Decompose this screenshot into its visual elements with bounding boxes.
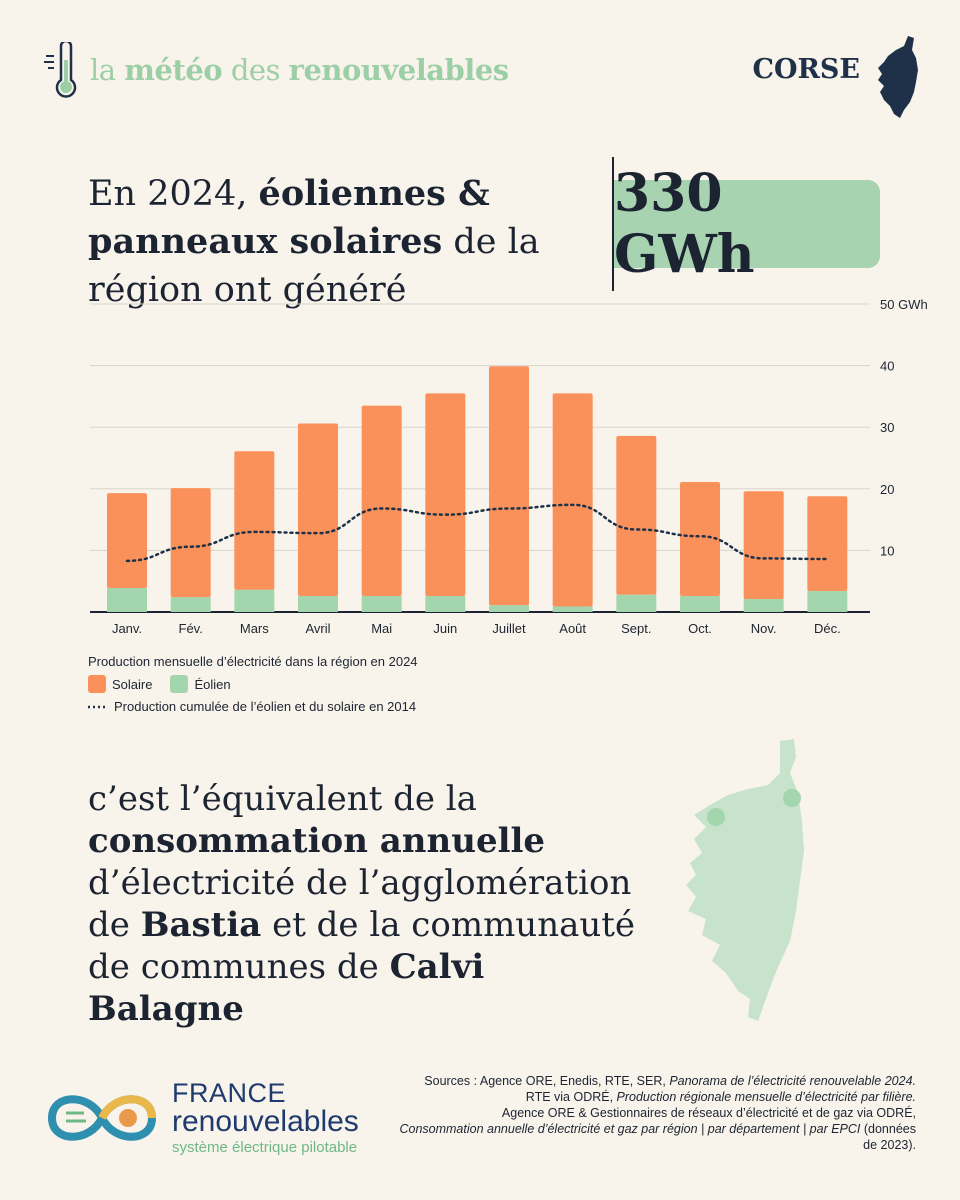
infinity-logo-icon bbox=[47, 1094, 157, 1141]
x-tick-label: Fév. bbox=[179, 621, 203, 636]
y-tick-label: 50 GWh bbox=[880, 297, 928, 312]
bar-wind bbox=[616, 594, 657, 612]
bar-solar bbox=[361, 405, 402, 596]
source-4-title: Consommation annuelle d’électricité et g… bbox=[399, 1122, 861, 1136]
source-2-title: Production régionale mensuelle d’électri… bbox=[616, 1090, 916, 1104]
bar-wind bbox=[107, 587, 147, 612]
kpi-box: 330 GWh bbox=[614, 163, 880, 285]
bar-wind bbox=[807, 591, 848, 612]
bar-wind bbox=[361, 595, 402, 612]
chart-legend: Production mensuelle d’électricité dans … bbox=[88, 654, 418, 720]
production-chart: 10 20 30 40 50 GWh Janv. Fév. Mars Avril Mai Juin J… bbox=[90, 297, 928, 636]
x-tick-label: Nov. bbox=[751, 621, 777, 636]
brand-pre: la bbox=[90, 53, 125, 87]
x-tick-label: Sept. bbox=[621, 621, 651, 636]
y-tick-label: 10 bbox=[880, 543, 894, 558]
headline-bold: éoliennes & panneaux solaires bbox=[88, 173, 490, 262]
legend-wind-label: Éolien bbox=[194, 676, 231, 692]
headline-part-2: de la région ont généré bbox=[88, 222, 540, 310]
france-renouvelables-logo: FRANCE renouvelables système électrique … bbox=[42, 1080, 359, 1155]
headline-part-1: En 2024, bbox=[88, 174, 259, 214]
series-line-2014 bbox=[125, 503, 829, 563]
bar-wind bbox=[234, 589, 275, 612]
x-tick-label: Mai bbox=[371, 621, 392, 636]
equiv-text-3: et de la communauté de communes de bbox=[88, 905, 636, 987]
bar-wind bbox=[489, 605, 529, 612]
bar-solar bbox=[298, 423, 338, 596]
x-tick-label: Oct. bbox=[688, 621, 712, 636]
bar-wind bbox=[743, 599, 784, 612]
bar-solar bbox=[616, 435, 657, 595]
corsica-map-icon bbox=[878, 36, 918, 118]
x-tick-label: Juillet bbox=[492, 621, 526, 636]
source-3: Agence ORE & Gestionnaires de réseaux d’… bbox=[501, 1106, 916, 1120]
equiv-bold-2: Bastia bbox=[140, 905, 262, 945]
legend-wind-swatch bbox=[170, 675, 189, 693]
thermometer-icon bbox=[44, 42, 77, 98]
headline-divider bbox=[612, 157, 614, 291]
bar-wind bbox=[298, 595, 338, 612]
bar-solar bbox=[807, 496, 848, 592]
legend-solar-swatch bbox=[88, 675, 106, 693]
y-tick-label: 20 bbox=[880, 482, 894, 497]
x-tick-label: Déc. bbox=[814, 621, 841, 636]
source-4: (données de 2023). bbox=[860, 1122, 916, 1152]
logo-line-2: renouvelables bbox=[172, 1105, 359, 1138]
x-tick-label: Janv. bbox=[112, 621, 142, 636]
x-tick-label: Mars bbox=[240, 621, 269, 636]
brand-title: la météo des renouvelables bbox=[90, 53, 509, 87]
logo-line-3: système électrique pilotable bbox=[172, 1139, 358, 1156]
y-tick-label: 30 bbox=[880, 420, 894, 435]
logo-line-1: FRANCE bbox=[172, 1078, 287, 1108]
kpi-value: 330 GWh bbox=[614, 163, 755, 285]
equiv-bold-1: consommation annuelle bbox=[88, 821, 546, 861]
corsica-locator-map bbox=[686, 739, 804, 1021]
x-tick-label: Avril bbox=[305, 621, 330, 636]
bar-solar bbox=[743, 491, 784, 600]
region-name: CORSE bbox=[752, 54, 860, 85]
equivalence-text: c’est l’équivalent de la consommation an… bbox=[88, 778, 648, 1030]
y-tick-label: 40 bbox=[880, 359, 894, 374]
bar-solar bbox=[107, 493, 147, 588]
bar-solar bbox=[680, 482, 720, 596]
bar-wind bbox=[552, 606, 593, 612]
bar-solar bbox=[425, 393, 466, 596]
x-tick-label: Août bbox=[559, 621, 586, 636]
headline: En 2024, éoliennes & panneaux solaires d… bbox=[88, 170, 608, 314]
source-1: Sources : Agence ORE, Enedis, RTE, SER, bbox=[424, 1074, 670, 1088]
bastia-marker bbox=[783, 789, 801, 807]
legend-line-label: Production cumulée de l’éolien et du sol… bbox=[114, 699, 417, 714]
bar-wind bbox=[170, 597, 211, 612]
legend-solar-label: Solaire bbox=[112, 676, 153, 692]
brand-header: la météo des renouvelables bbox=[44, 42, 509, 98]
source-2: RTE via ODRÉ, bbox=[525, 1090, 617, 1104]
equiv-text-1: c’est l’équivalent de la bbox=[88, 779, 477, 819]
bar-solar bbox=[234, 451, 275, 590]
legend-line-swatch bbox=[88, 705, 108, 708]
bar-solar bbox=[552, 393, 593, 607]
brand-mid: des bbox=[222, 53, 289, 87]
brand-bold-1: météo bbox=[124, 53, 223, 87]
bar-solar bbox=[489, 366, 529, 606]
equiv-bold-3: Calvi Balagne bbox=[88, 947, 485, 1029]
source-1-title: Panorama de l’électricité renouvelable 2… bbox=[669, 1074, 916, 1088]
brand-bold-2: renouvelables bbox=[288, 53, 509, 87]
x-tick-label: Juin bbox=[433, 621, 457, 636]
calvi-marker bbox=[707, 808, 725, 826]
equiv-text-2: d’électricité de l’agglomération de bbox=[88, 863, 632, 945]
legend-title: Production mensuelle d’électricité dans … bbox=[88, 654, 418, 669]
sources: Sources : Agence ORE, Enedis, RTE, SER, … bbox=[396, 1073, 916, 1153]
bar-solar bbox=[170, 488, 211, 598]
bar-wind bbox=[680, 595, 720, 612]
bar-wind bbox=[425, 595, 466, 612]
